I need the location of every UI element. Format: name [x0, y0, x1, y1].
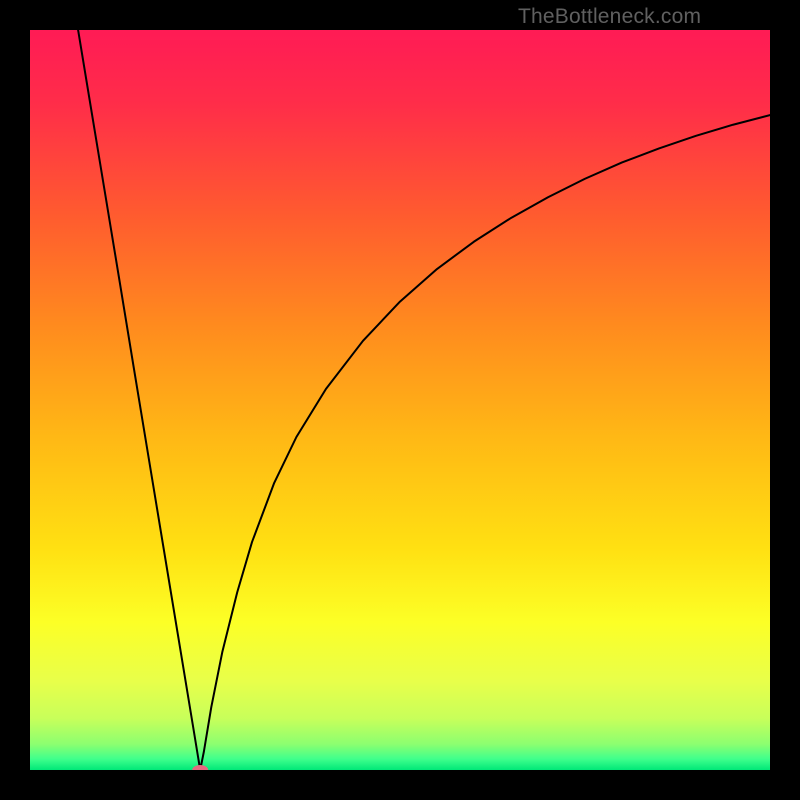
plot-area [30, 30, 770, 770]
watermark-text: TheBottleneck.com [518, 5, 701, 29]
minimum-marker [192, 765, 208, 770]
gradient-background [30, 30, 770, 770]
curve-path [78, 30, 770, 770]
bottleneck-curve [30, 30, 770, 770]
